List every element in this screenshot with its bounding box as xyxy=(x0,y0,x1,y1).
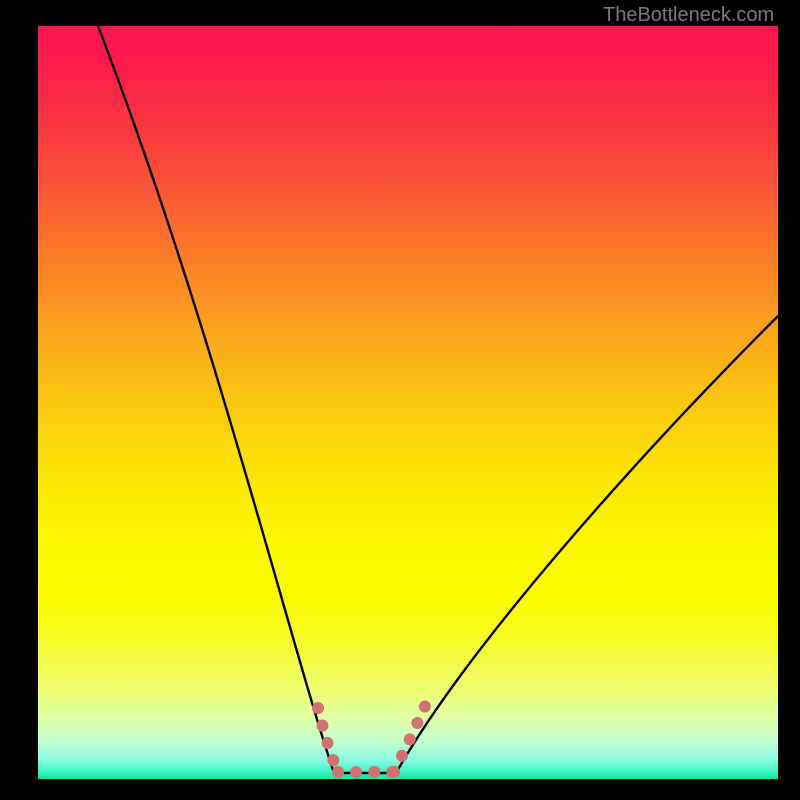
gradient-background xyxy=(38,26,778,779)
watermark-text: TheBottleneck.com xyxy=(603,4,774,27)
plot-area xyxy=(38,26,778,779)
plot-svg xyxy=(38,26,778,779)
